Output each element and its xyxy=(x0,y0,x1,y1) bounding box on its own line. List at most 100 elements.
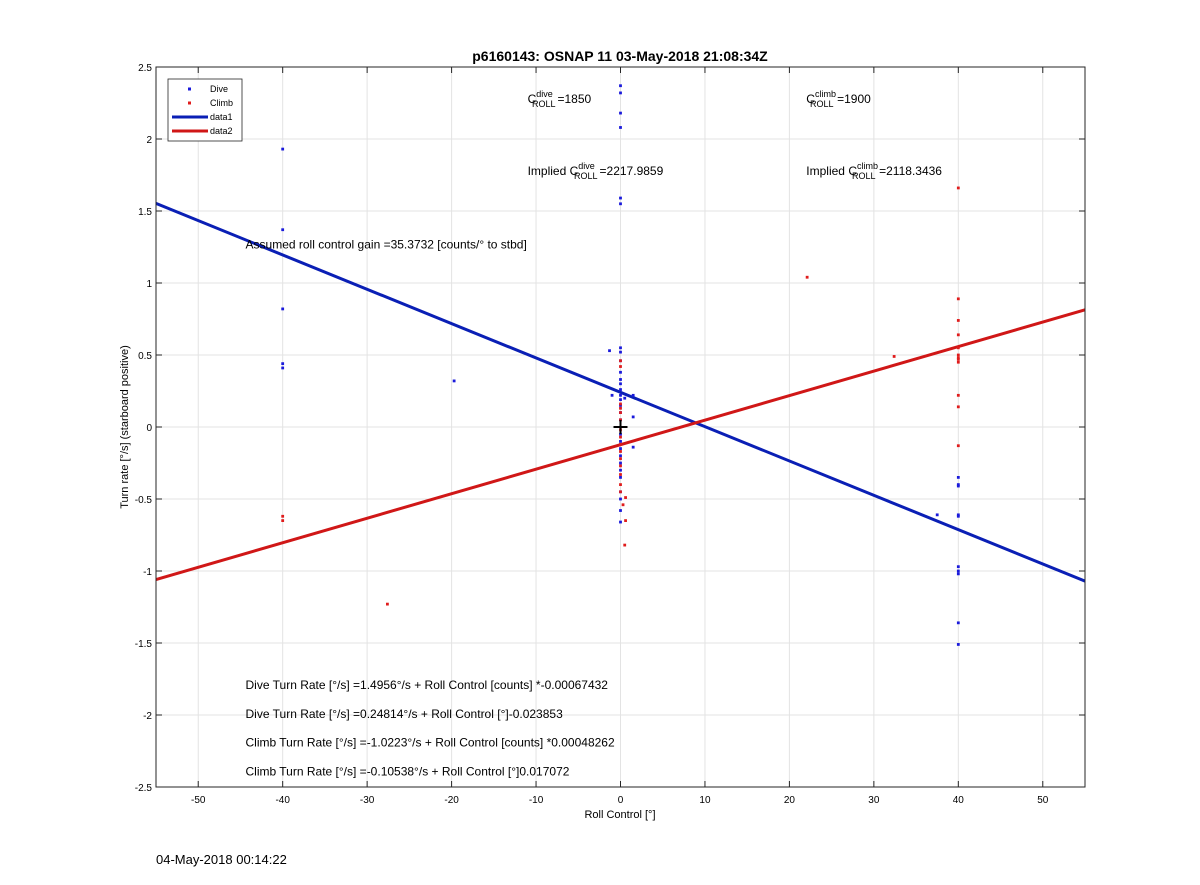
point-dive xyxy=(619,520,622,524)
annotation-prefix: Implied xyxy=(806,164,848,178)
point-climb xyxy=(619,450,622,453)
point-dive xyxy=(619,202,622,206)
coefficient-symbol: C xyxy=(570,164,579,178)
annotation-prefix: Implied xyxy=(528,164,570,178)
point-dive xyxy=(619,84,622,88)
point-dive xyxy=(956,643,960,646)
point-climb xyxy=(956,346,960,350)
x-tick-label: 40 xyxy=(953,795,965,806)
point-dive xyxy=(619,196,622,200)
point-dive xyxy=(619,126,622,129)
annotation-implied-dive: Implied Cdive ROLL =2217.9859 xyxy=(528,161,664,181)
annotation-c-climb: Cclimb ROLL =1900 xyxy=(806,89,871,109)
coefficient-symbol: C xyxy=(806,92,815,106)
point-climb xyxy=(619,473,622,476)
x-tick-label: 20 xyxy=(784,795,796,806)
x-tick-label: -40 xyxy=(275,795,290,806)
point-dive xyxy=(956,569,960,573)
point-dive xyxy=(619,378,622,381)
point-climb xyxy=(619,442,622,446)
coefficient-subscript: ROLL xyxy=(810,99,834,109)
point-dive xyxy=(956,476,960,479)
point-climb xyxy=(624,519,627,522)
print-timestamp: 04-May-2018 00:14:22 xyxy=(156,852,287,867)
point-dive xyxy=(619,350,622,354)
point-dive xyxy=(281,366,285,370)
coefficient-superscript: climb xyxy=(815,89,836,99)
point-climb xyxy=(281,519,285,522)
coefficient-value: =1900 xyxy=(837,92,871,106)
point-climb xyxy=(623,543,627,547)
point-climb xyxy=(619,402,622,406)
point-dive xyxy=(956,484,960,488)
point-climb xyxy=(956,186,960,190)
point-dive xyxy=(619,91,622,95)
point-dive xyxy=(623,396,627,400)
chart-title: p6160143: OSNAP 11 03-May-2018 21:08:34Z xyxy=(472,48,768,64)
point-dive xyxy=(619,388,622,391)
point-dive xyxy=(956,513,960,517)
point-dive xyxy=(631,415,635,419)
point-dive xyxy=(619,440,622,443)
y-tick-label: 1 xyxy=(146,279,152,290)
point-dive xyxy=(281,362,285,366)
point-dive xyxy=(619,454,622,458)
point-climb xyxy=(956,405,960,409)
point-dive xyxy=(610,393,614,397)
x-tick-label: 0 xyxy=(618,795,624,806)
point-climb xyxy=(619,365,622,368)
x-tick-label: -10 xyxy=(529,795,544,806)
x-tick-label: 50 xyxy=(1037,795,1049,806)
legend: Dive Climb data1 data2 xyxy=(167,78,243,142)
x-tick-label: 10 xyxy=(699,795,711,806)
point-climb xyxy=(619,464,622,468)
y-tick-label: 1.5 xyxy=(138,207,152,218)
point-climb xyxy=(956,297,960,301)
coefficient-subscript: ROLL xyxy=(574,171,598,181)
legend-label: Climb xyxy=(210,98,233,108)
y-axis-label: Turn rate [°/s] (starboard positive) xyxy=(119,345,131,509)
coefficient-value: =2118.3436 xyxy=(879,164,942,178)
coefficient-value: =2217.9859 xyxy=(600,164,664,178)
point-climb xyxy=(281,514,285,518)
x-tick-label: 30 xyxy=(868,795,880,806)
point-climb xyxy=(619,411,622,414)
point-dive xyxy=(619,404,622,407)
y-tick-label: 2.5 xyxy=(138,63,152,74)
point-climb xyxy=(805,275,809,279)
point-dive xyxy=(956,621,960,625)
point-climb xyxy=(956,360,960,364)
annotation-eq1: Dive Turn Rate [°/s] =1.4956°/s + Roll C… xyxy=(246,678,609,692)
coefficient-superscript: dive xyxy=(578,161,595,171)
point-dive xyxy=(631,445,635,449)
point-climb xyxy=(956,356,960,360)
legend-label: data1 xyxy=(210,112,233,122)
point-climb xyxy=(956,353,960,357)
point-climb xyxy=(956,333,960,337)
legend-label: data2 xyxy=(210,126,233,136)
point-dive xyxy=(281,228,285,232)
point-dive xyxy=(619,393,622,397)
y-tick-label: -1.5 xyxy=(135,639,153,650)
point-dive xyxy=(956,514,960,518)
point-dive xyxy=(619,398,622,402)
y-tick-label: 0 xyxy=(146,423,152,434)
point-dive xyxy=(619,447,622,450)
point-climb xyxy=(624,496,627,499)
annotation-c-dive: Cdive ROLL =1850 xyxy=(528,89,592,109)
fit-line-data1 xyxy=(156,202,1085,583)
coefficient-subscript: ROLL xyxy=(532,99,556,109)
point-climb xyxy=(619,406,622,410)
point-dive xyxy=(281,307,285,311)
point-dive xyxy=(281,147,285,151)
point-climb xyxy=(619,483,622,486)
point-climb xyxy=(619,418,622,422)
annotation-eq2: Dive Turn Rate [°/s] =0.24814°/s + Roll … xyxy=(246,707,564,721)
coefficient-symbol: C xyxy=(848,164,857,178)
point-dive xyxy=(631,393,635,397)
coefficient-symbol: C xyxy=(528,92,537,106)
point-dive xyxy=(619,111,622,115)
plot-content xyxy=(156,84,1085,646)
coefficient-subscript: ROLL xyxy=(852,171,876,181)
